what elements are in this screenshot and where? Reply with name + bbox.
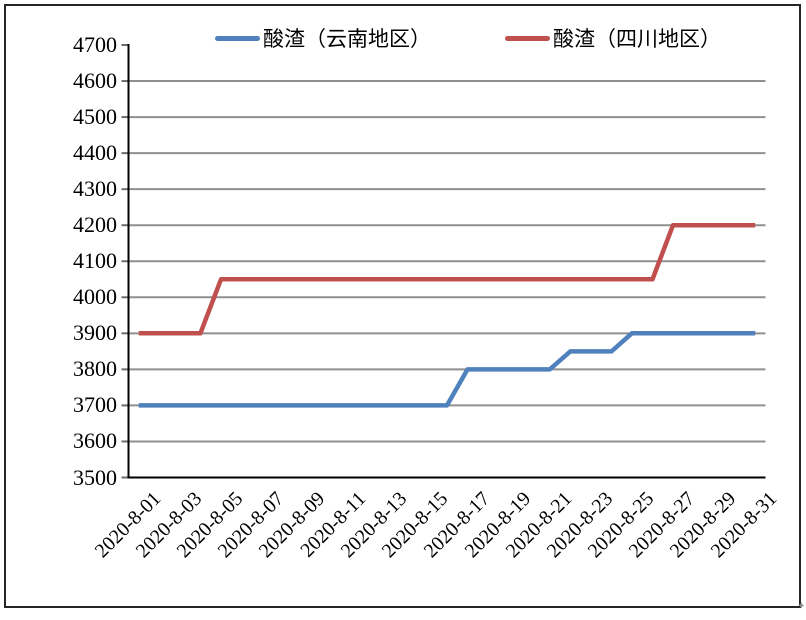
resize-handle-icon: ✦ [797, 601, 806, 612]
y-axis-tick-label: 3500 [73, 464, 117, 490]
series-line-yunnan [138, 331, 756, 408]
y-axis-tick-label: 4600 [73, 68, 117, 94]
legend-label-sichuan: 酸渣（四川地区） [553, 27, 721, 51]
y-axis-tick-label: 4000 [73, 284, 117, 310]
legend-label-yunnan: 酸渣（云南地区） [263, 27, 431, 51]
y-axis-tick-label: 4200 [73, 212, 117, 238]
y-axis-tick-label: 4700 [73, 32, 117, 57]
y-axis-tick-label: 3800 [73, 356, 117, 382]
legend-item-yunnan: 酸渣（云南地区） [215, 24, 431, 52]
y-axis-tick-label: 4300 [73, 176, 117, 202]
y-axis-tick-label: 3700 [73, 392, 117, 418]
chart-object-frame[interactable] [4, 4, 801, 608]
legend-line-swatch-sichuan-icon [505, 35, 550, 41]
y-axis-tick-label: 3600 [73, 428, 117, 454]
y-axis-tick-label: 4500 [73, 104, 117, 130]
legend-line-swatch-yunnan-icon [215, 35, 260, 41]
y-axis-tick-label: 4400 [73, 140, 117, 166]
y-axis-tick-label: 3900 [73, 320, 117, 346]
series-line-sichuan [138, 222, 756, 336]
y-axis-tick-label: 4100 [73, 248, 117, 274]
legend-item-sichuan: 酸渣（四川地区） [505, 24, 721, 52]
